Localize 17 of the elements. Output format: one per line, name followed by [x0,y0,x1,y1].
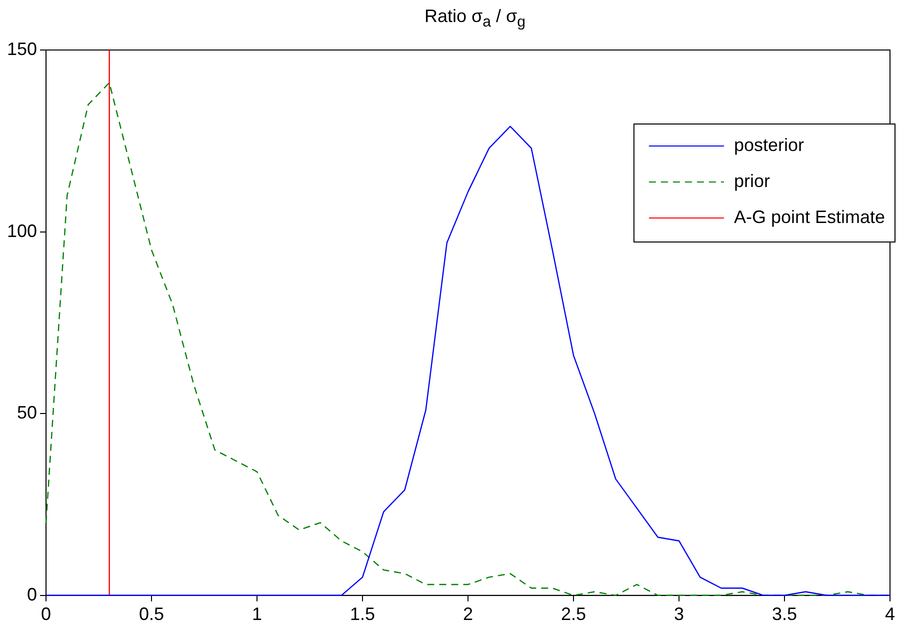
x-tick-label: 1 [252,604,262,624]
legend-label: prior [734,170,770,191]
x-tick-label: 3 [674,604,684,624]
x-tick-label: 3.5 [772,604,798,624]
x-tick-label: 1.5 [350,604,376,624]
x-tick-label: 0.5 [139,604,164,624]
legend-label: A-G point Estimate [734,206,886,227]
y-tick-label: 50 [17,402,38,423]
y-tick-label: 0 [27,584,38,604]
x-tick-label: 2.5 [560,604,586,624]
x-tick-label: 4 [884,604,896,624]
x-tick-label: 0 [41,604,52,624]
y-tick-label: 100 [6,220,38,241]
chart-title: Ratio σ$_{a}$ / σ$_{g}$ [424,6,526,31]
y-tick-label: 150 [6,38,38,59]
legend-label: posterior [734,134,804,155]
x-tick-label: 2 [463,604,474,624]
